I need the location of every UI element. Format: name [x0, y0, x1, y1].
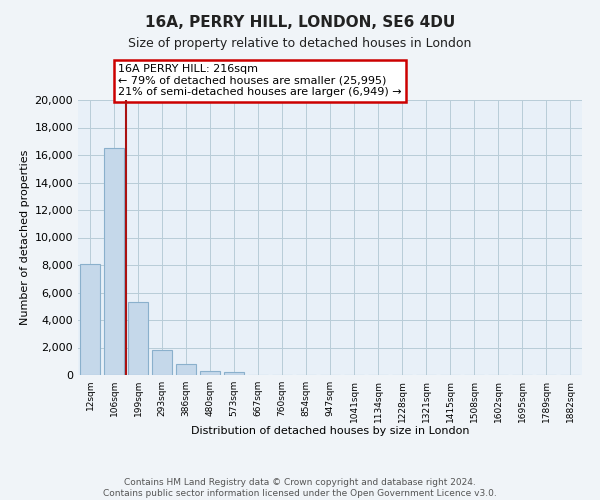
Bar: [152, 350, 172, 375]
Bar: [176, 364, 196, 375]
Text: 16A PERRY HILL: 216sqm
← 79% of detached houses are smaller (25,995)
21% of semi: 16A PERRY HILL: 216sqm ← 79% of detached…: [118, 64, 402, 97]
Text: Size of property relative to detached houses in London: Size of property relative to detached ho…: [128, 38, 472, 51]
X-axis label: Distribution of detached houses by size in London: Distribution of detached houses by size …: [191, 426, 469, 436]
Bar: [200, 371, 220, 375]
Bar: [104, 148, 124, 375]
Y-axis label: Number of detached properties: Number of detached properties: [20, 150, 31, 325]
Text: Contains HM Land Registry data © Crown copyright and database right 2024.
Contai: Contains HM Land Registry data © Crown c…: [103, 478, 497, 498]
Bar: [128, 302, 148, 375]
Bar: [80, 264, 100, 375]
Bar: [224, 372, 244, 375]
Text: 16A, PERRY HILL, LONDON, SE6 4DU: 16A, PERRY HILL, LONDON, SE6 4DU: [145, 15, 455, 30]
